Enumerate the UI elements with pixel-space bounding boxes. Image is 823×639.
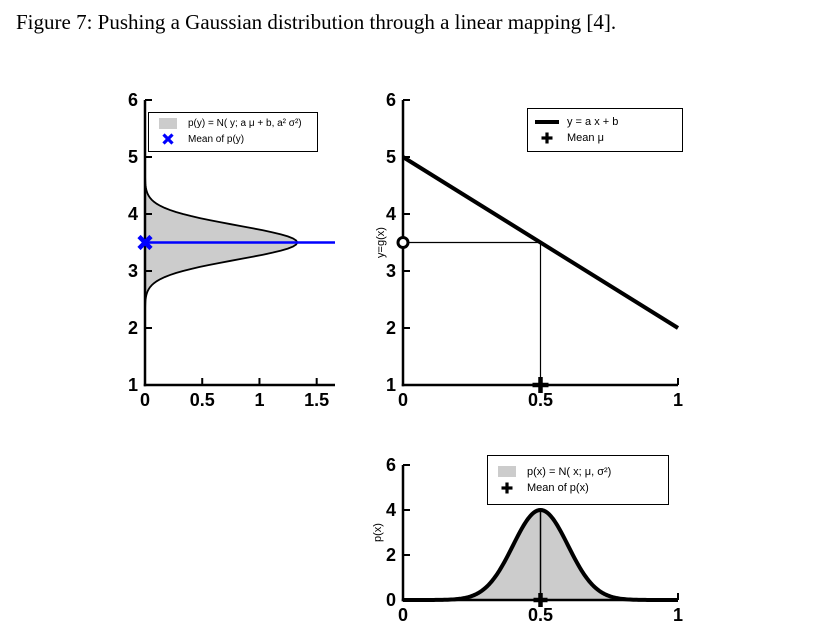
y-tick-label: 6: [386, 455, 396, 475]
y-tick-label: 5: [128, 147, 138, 167]
y-tick-label: 0: [386, 590, 396, 610]
x-tick-label: 1: [673, 605, 683, 625]
legend-item: Mean of p(x): [494, 481, 662, 495]
x-tick-label: 0.5: [528, 605, 553, 625]
y-tick-label: 4: [128, 204, 138, 224]
y-tick-label: 5: [386, 147, 396, 167]
plus-marker-icon: [534, 131, 560, 145]
y-tick-label: 6: [386, 90, 396, 110]
output-distribution-plot: 0 0.5 1 1.5 1 2 3 4 5 6: [128, 90, 335, 410]
y-tick-label: 6: [128, 90, 138, 110]
x-tick-label: 0.5: [528, 390, 553, 410]
y-tick-label: 3: [386, 261, 396, 281]
legend-item: Mean μ: [534, 131, 676, 145]
input-distribution-plot: 0 0.5 1 0 2 4 6 p(x): [372, 455, 683, 625]
y-axis-label: y=g(x): [375, 227, 387, 258]
legend-label: Mean of p(x): [527, 481, 589, 494]
py-mean-marker: [137, 234, 153, 251]
gray-patch-swatch: [494, 466, 520, 477]
legend-item: Mean of p(y): [155, 132, 311, 146]
output-mean-circle-marker: [396, 236, 410, 249]
mapping-line: [401, 155, 680, 330]
x-tick-label: 0.5: [190, 390, 215, 410]
linear-mapping-legend: y = a x + b Mean μ: [527, 108, 683, 152]
linear-mapping-plot: 0 0.5 1 1 2 3 4 5 6 y=g(x): [375, 90, 683, 410]
y-tick-label: 4: [386, 500, 396, 520]
y-tick-label: 3: [128, 261, 138, 281]
legend-label: p(x) = N( x; μ, σ²): [527, 465, 612, 478]
y-tick-label: 1: [128, 375, 138, 395]
legend-item: p(x) = N( x; μ, σ²): [494, 466, 662, 478]
figure-caption: Figure 7: Pushing a Gaussian distributio…: [16, 10, 617, 34]
y-tick-label: 4: [386, 204, 396, 224]
y-tick-label: 2: [386, 318, 396, 338]
legend-item: p(y) = N( y; a μ + b, a² σ²): [155, 118, 311, 129]
legend-label: y = a x + b: [567, 115, 619, 128]
output-distribution-legend: p(y) = N( y; a μ + b, a² σ²) Mean of p(y…: [148, 112, 318, 152]
x-tick-label: 1: [254, 390, 264, 410]
x-tick-label: 1: [673, 390, 683, 410]
x-tick-label: 0: [398, 390, 408, 410]
legend-label: p(y) = N( y; a μ + b, a² σ²): [188, 118, 302, 129]
gray-patch-swatch: [155, 118, 181, 129]
y-tick-label: 2: [386, 545, 396, 565]
x-tick-label: 0: [140, 390, 150, 410]
legend-label: Mean of p(y): [188, 133, 245, 145]
x-tick-label: 1.5: [304, 390, 329, 410]
blue-x-marker-icon: [155, 132, 181, 146]
plus-marker-icon: [494, 481, 520, 495]
x-tick-label: 0: [398, 605, 408, 625]
legend-label: Mean μ: [567, 131, 604, 144]
y-tick-label: 2: [128, 318, 138, 338]
y-axis-label: p(x): [372, 523, 384, 542]
legend-item: y = a x + b: [534, 116, 676, 128]
thick-line-swatch: [534, 117, 560, 127]
y-tick-label: 1: [386, 375, 396, 395]
input-distribution-legend: p(x) = N( x; μ, σ²) Mean of p(x): [487, 455, 669, 505]
